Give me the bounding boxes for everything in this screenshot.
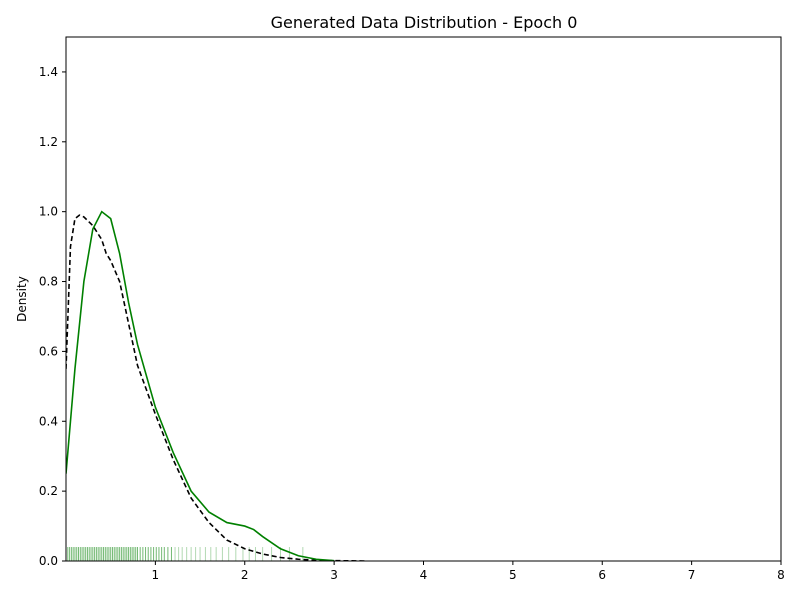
x-tick-label: 1 xyxy=(152,568,160,582)
x-tick-label: 4 xyxy=(420,568,428,582)
x-tick-label: 5 xyxy=(509,568,517,582)
chart-title: Generated Data Distribution - Epoch 0 xyxy=(271,13,578,32)
y-tick-label: 1.4 xyxy=(39,65,58,79)
y-tick-label: 0.4 xyxy=(39,414,58,428)
x-tick-label: 2 xyxy=(241,568,249,582)
plot-frame xyxy=(65,36,782,562)
series-line-solid xyxy=(66,210,335,561)
x-tick-label: 6 xyxy=(598,568,606,582)
x-tick-label: 8 xyxy=(777,568,785,582)
y-tick-label: 1.2 xyxy=(39,135,58,149)
series-line-dashed xyxy=(66,214,366,561)
y-tick-label: 0.0 xyxy=(39,554,58,568)
y-tick-label: 0.8 xyxy=(39,275,58,289)
y-axis-label: Density xyxy=(15,276,29,322)
plot-area: 1 2 3 4 5 6 7 8 0.0 0.2 0.4 0.6 0.8 1.0 1.2 1.4 xyxy=(39,36,785,582)
x-tick-label: 3 xyxy=(330,568,338,582)
y-tick-label: 0.6 xyxy=(39,344,58,358)
x-tick-label: 7 xyxy=(688,568,696,582)
y-tick-label: 0.2 xyxy=(39,484,58,498)
y-tick-label: 1.0 xyxy=(39,205,58,219)
